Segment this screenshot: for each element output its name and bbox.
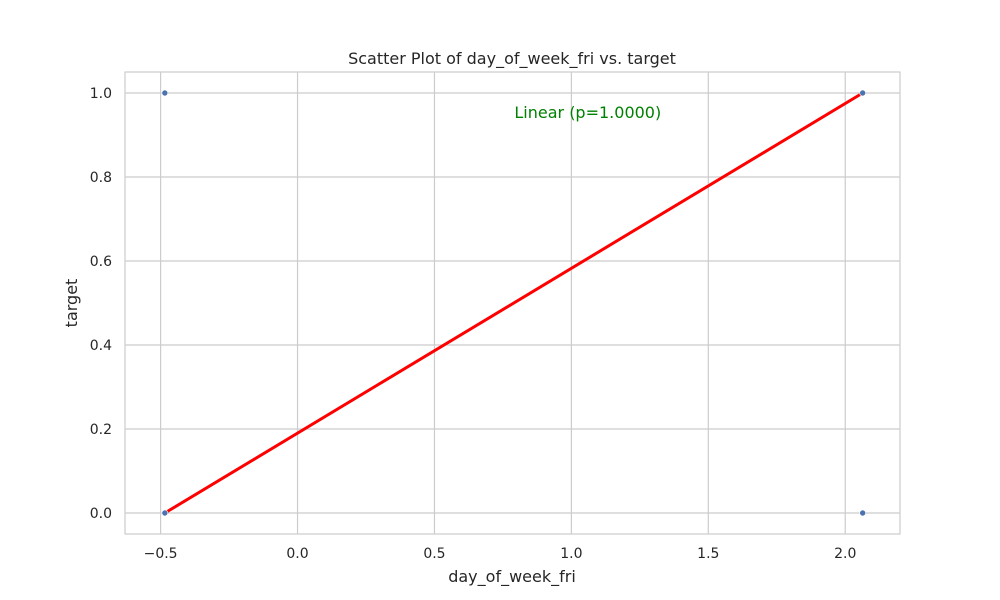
scatter-point bbox=[859, 89, 866, 97]
scatter-point bbox=[161, 509, 169, 517]
y-tick-label: 0.2 bbox=[90, 422, 112, 438]
chart-title: Scatter Plot of day_of_week_fri vs. targ… bbox=[348, 49, 676, 69]
y-tick-label: 0.0 bbox=[90, 506, 112, 522]
x-tick-label: 0.5 bbox=[423, 546, 445, 562]
x-tick-label: 1.5 bbox=[697, 546, 719, 562]
scatter-point bbox=[859, 509, 866, 517]
y-tick-label: 0.6 bbox=[90, 254, 112, 270]
y-axis-ticks: 0.0 0.2 0.4 0.6 0.8 1.0 bbox=[90, 86, 112, 522]
grid bbox=[125, 72, 900, 534]
x-tick-label: 2.0 bbox=[834, 546, 856, 562]
scatter-point bbox=[161, 89, 169, 97]
y-tick-label: 0.4 bbox=[90, 338, 112, 354]
x-tick-label: −0.5 bbox=[144, 546, 178, 562]
x-axis-label: day_of_week_fri bbox=[448, 567, 576, 587]
x-axis-ticks: −0.5 0.0 0.5 1.0 1.5 2.0 bbox=[144, 546, 857, 562]
y-axis-label: target bbox=[62, 279, 81, 328]
y-tick-label: 0.8 bbox=[90, 170, 112, 186]
fit-annotation: Linear (p=1.0000) bbox=[514, 103, 661, 122]
fit-line-layer bbox=[164, 91, 864, 515]
fit-line bbox=[164, 91, 864, 515]
x-tick-label: 0.0 bbox=[286, 546, 308, 562]
data-points bbox=[161, 89, 866, 517]
plot-frame bbox=[124, 71, 901, 535]
y-tick-label: 1.0 bbox=[90, 86, 112, 102]
x-tick-label: 1.0 bbox=[560, 546, 582, 562]
